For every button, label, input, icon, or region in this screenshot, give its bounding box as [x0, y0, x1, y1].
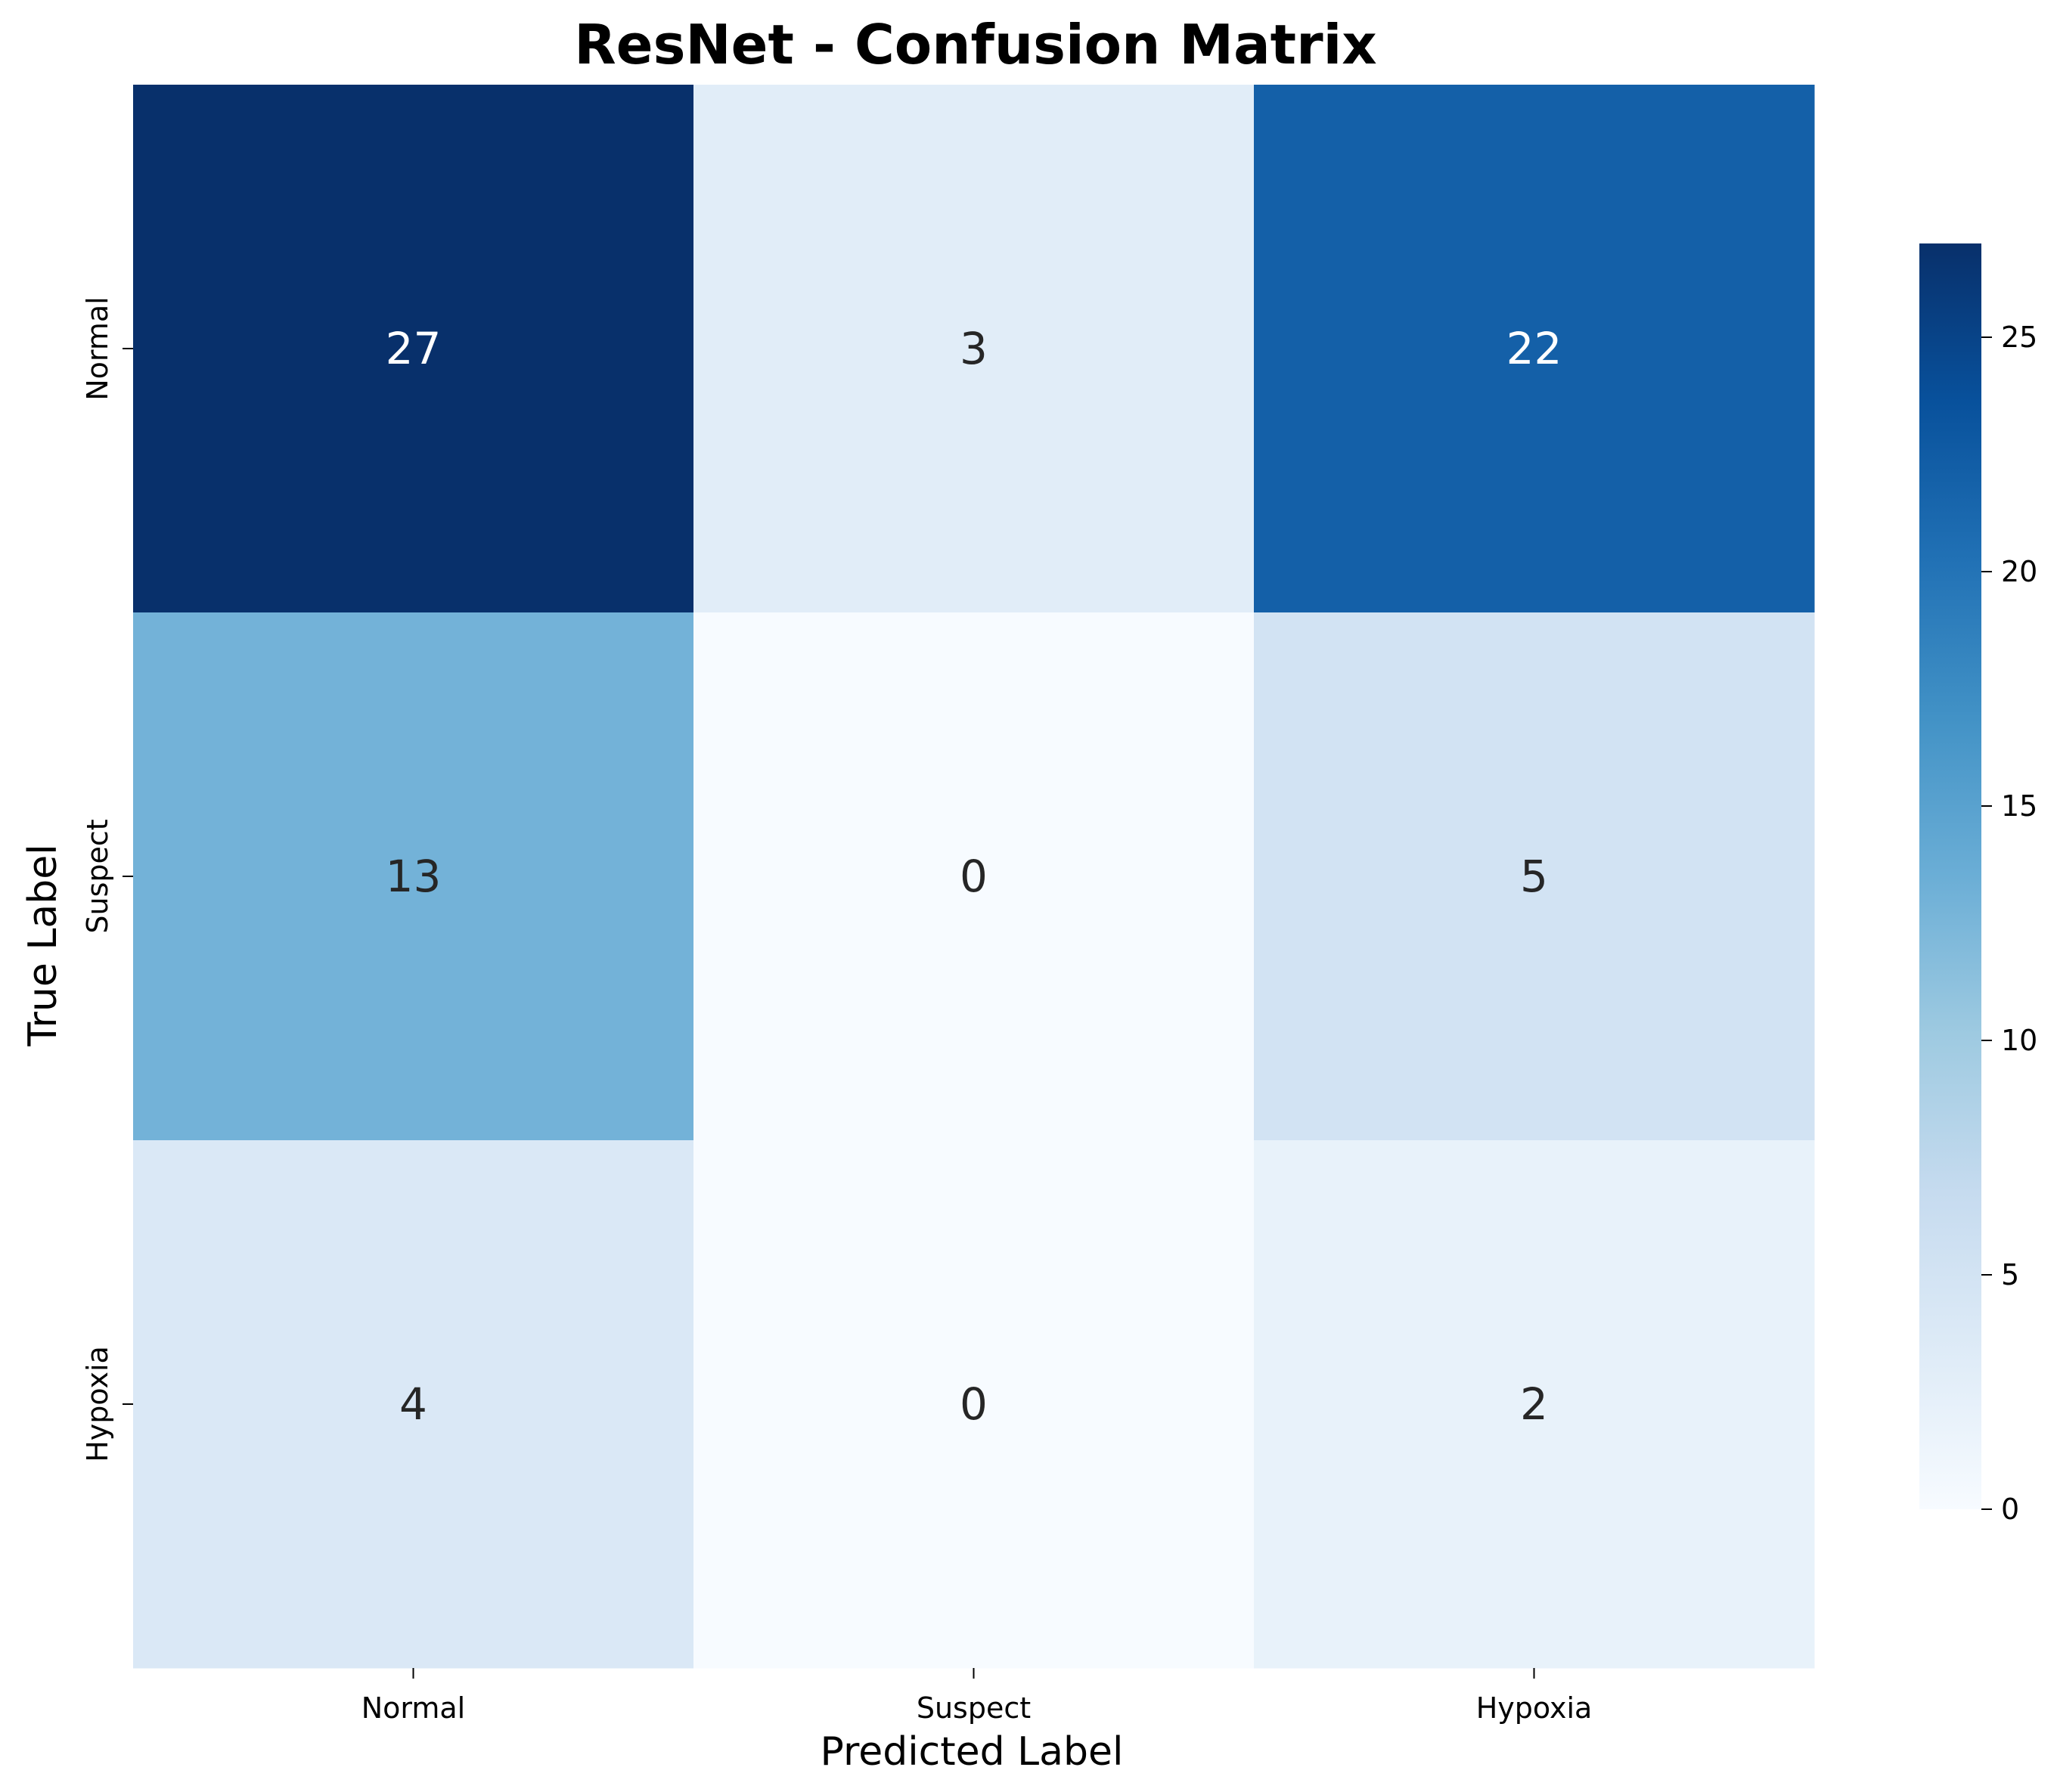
x-tick-label: Hypoxia — [1476, 1691, 1593, 1725]
y-tick-label: Suspect — [81, 819, 114, 933]
heatmap-cell — [133, 612, 694, 1141]
colorbar-tick-label: 5 — [2001, 1258, 2019, 1291]
cell-value-label: 27 — [386, 323, 442, 374]
y-axis-label: True Label — [20, 844, 66, 1046]
heatmap-cell — [133, 1140, 694, 1669]
cell-value-label: 22 — [1506, 323, 1562, 374]
cell-value-label: 5 — [1520, 851, 1548, 902]
colorbar-tick-label: 0 — [2001, 1493, 2019, 1526]
y-axis-ticks: Normal Suspect Hypoxia — [81, 296, 133, 1462]
colorbar-tick-label: 10 — [2001, 1024, 2037, 1057]
colorbar-ticks: 0 5 10 15 20 25 — [1981, 321, 2037, 1526]
heatmap-cell — [1254, 85, 1815, 613]
x-axis-ticks: Normal Suspect Hypoxia — [361, 1668, 1593, 1725]
colorbar-tick-label: 25 — [2001, 321, 2037, 354]
x-tick-label: Suspect — [917, 1691, 1031, 1725]
heatmap-cell-labels: 27 3 22 13 0 5 4 0 2 — [386, 323, 1562, 1430]
heatmap-cell — [133, 85, 694, 613]
cell-value-label: 0 — [960, 1378, 988, 1430]
y-tick-label: Normal — [81, 296, 114, 401]
colorbar-tick-label: 15 — [2001, 789, 2037, 823]
cell-value-label: 0 — [960, 851, 988, 902]
cell-value-label: 13 — [386, 851, 442, 902]
chart-title: ResNet - Confusion Matrix — [574, 13, 1376, 76]
heatmap-cells — [133, 85, 1815, 1669]
cell-value-label: 3 — [960, 323, 988, 374]
heatmap-cell — [693, 1140, 1255, 1669]
colorbar — [1919, 243, 1981, 1509]
cell-value-label: 2 — [1520, 1378, 1548, 1430]
heatmap-cell — [693, 612, 1255, 1141]
x-tick-label: Normal — [361, 1691, 466, 1725]
y-tick-label: Hypoxia — [81, 1346, 114, 1462]
x-axis-label: Predicted Label — [821, 1729, 1124, 1775]
heatmap-cell — [1254, 612, 1815, 1141]
heatmap-cell — [693, 85, 1255, 613]
heatmap-cell — [1254, 1140, 1815, 1669]
cell-value-label: 4 — [399, 1378, 427, 1430]
colorbar-tick-label: 20 — [2001, 555, 2037, 588]
